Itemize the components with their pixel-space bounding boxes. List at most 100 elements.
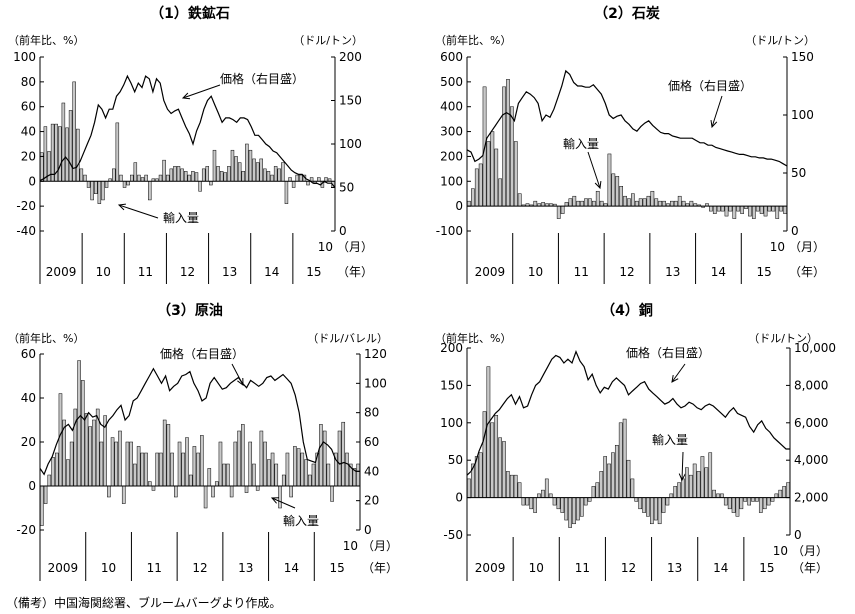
import-volume-bar: [529, 497, 534, 510]
import-volume-bar: [642, 497, 646, 513]
import-volume-bar: [356, 463, 360, 487]
import-volume-bar: [689, 200, 694, 207]
import-volume-bar: [708, 452, 713, 498]
import-volume-bar: [158, 174, 163, 182]
chart-panel-3: （3）原油 （前年比、%） （ドル/バレル） -20 0 20 40 60 0 20 40 60 80 1…: [8, 302, 398, 581]
import-volume-bar: [147, 481, 152, 487]
year-label: 10: [528, 265, 543, 279]
left-axis-unit: （前年比、%）: [8, 33, 84, 47]
import-volume-bar: [263, 168, 267, 182]
right-tick-label: 50: [791, 166, 806, 180]
month-unit: （月）: [792, 544, 828, 558]
import-volume-bar: [662, 200, 666, 207]
left-tick-label: 100: [440, 174, 463, 188]
import-volume-bar: [588, 198, 592, 207]
import-volume-bar: [595, 190, 600, 207]
import-volume-bar: [284, 181, 289, 204]
import-volume-bar: [521, 497, 526, 506]
import-volume-bar: [72, 81, 76, 182]
price-line: [39, 74, 336, 188]
right-tick-label: 6,000: [794, 416, 828, 430]
import-volume-bar: [688, 474, 693, 498]
import-volume-bar: [115, 122, 120, 182]
import-volume-bar: [513, 141, 518, 207]
import-volume-bar: [564, 497, 569, 521]
import-volume-bar: [252, 158, 256, 182]
import-volume-bar: [212, 149, 217, 182]
import-volume-bar: [494, 148, 499, 207]
import-volume-bar: [118, 430, 122, 487]
price-annotation: 価格（右目盛）: [626, 345, 710, 360]
import-volume-bar: [79, 168, 84, 182]
import-volume-bar: [677, 195, 682, 207]
volume-arrowhead: [117, 203, 126, 211]
import-volume-bar: [471, 188, 475, 207]
import-volume-bar: [607, 463, 611, 498]
left-tick-label: 40: [21, 391, 36, 405]
left-tick-label: 80: [21, 75, 36, 89]
import-volume-bar: [700, 456, 705, 498]
year-label: 12: [621, 561, 636, 575]
import-volume-bar: [170, 452, 174, 487]
right-tick-label: 150: [339, 94, 362, 108]
import-volume-bar: [727, 497, 732, 510]
import-volume-bar: [278, 485, 282, 509]
chart-title: （1）鉄鉱石: [150, 5, 230, 22]
import-volume-bar: [140, 177, 145, 182]
import-volume-bar: [599, 471, 604, 498]
import-volume-bar: [289, 485, 293, 498]
year-label: 13: [665, 265, 680, 279]
import-volume-bar: [54, 452, 59, 487]
import-volume-bar: [155, 452, 159, 487]
import-volume-bar: [627, 198, 631, 207]
import-volume-bar: [281, 162, 285, 182]
import-volume-bar: [324, 177, 328, 182]
import-volume-bar: [144, 452, 148, 487]
import-volume-bar: [110, 437, 115, 487]
import-volume-bar: [148, 181, 152, 201]
year-label: 14: [264, 265, 279, 279]
import-volume-bar: [591, 200, 596, 207]
import-volume-bar: [185, 437, 189, 487]
import-volume-bar: [183, 171, 188, 182]
import-volume-bar: [720, 205, 725, 212]
import-volume-bar: [740, 205, 744, 214]
import-volume-bar: [572, 195, 577, 207]
import-volume-bar: [47, 474, 52, 487]
import-volume-bar: [506, 471, 510, 498]
import-volume-bar: [180, 168, 184, 182]
import-volume-bar: [775, 205, 780, 219]
import-volume-bar: [587, 497, 592, 502]
import-volume-bar: [216, 166, 220, 182]
import-volume-bar: [579, 497, 584, 517]
import-volume-bar: [300, 452, 305, 487]
import-volume-bar: [728, 205, 733, 212]
volume-arrowhead: [678, 473, 686, 482]
import-volume-bar: [658, 200, 663, 207]
volume-arrowhead: [270, 497, 280, 504]
year-label: 15: [330, 561, 345, 575]
import-volume-bar: [227, 166, 231, 182]
import-volume-bar: [537, 493, 541, 498]
import-volume-bar: [288, 177, 292, 182]
chart-title: （4）銅: [601, 302, 653, 319]
import-volume-bar: [40, 152, 44, 182]
import-volume-bar: [214, 481, 219, 487]
import-volume-bar: [556, 205, 561, 219]
import-volume-bar: [619, 186, 623, 207]
import-volume-bar: [252, 463, 256, 487]
import-volume-bar: [486, 366, 491, 498]
year-label: 10: [101, 561, 116, 575]
right-axis-unit: （ドル/トン）: [748, 332, 818, 345]
import-volume-bar: [642, 198, 647, 207]
import-volume-bar: [84, 413, 89, 487]
chart-panel-1: （1）鉄鉱石 （前年比、%） （ドル/トン） -40 -20 0 20 40 60 80 100 0 5…: [8, 5, 373, 284]
import-volume-bar: [661, 497, 666, 513]
import-volume-bar: [306, 181, 310, 186]
import-volume-bar: [99, 441, 104, 487]
import-volume-bar: [618, 422, 623, 498]
import-volume-bar: [277, 168, 281, 182]
import-volume-bar: [474, 168, 479, 207]
import-volume-bar: [541, 202, 545, 207]
import-volume-bar: [771, 205, 776, 212]
